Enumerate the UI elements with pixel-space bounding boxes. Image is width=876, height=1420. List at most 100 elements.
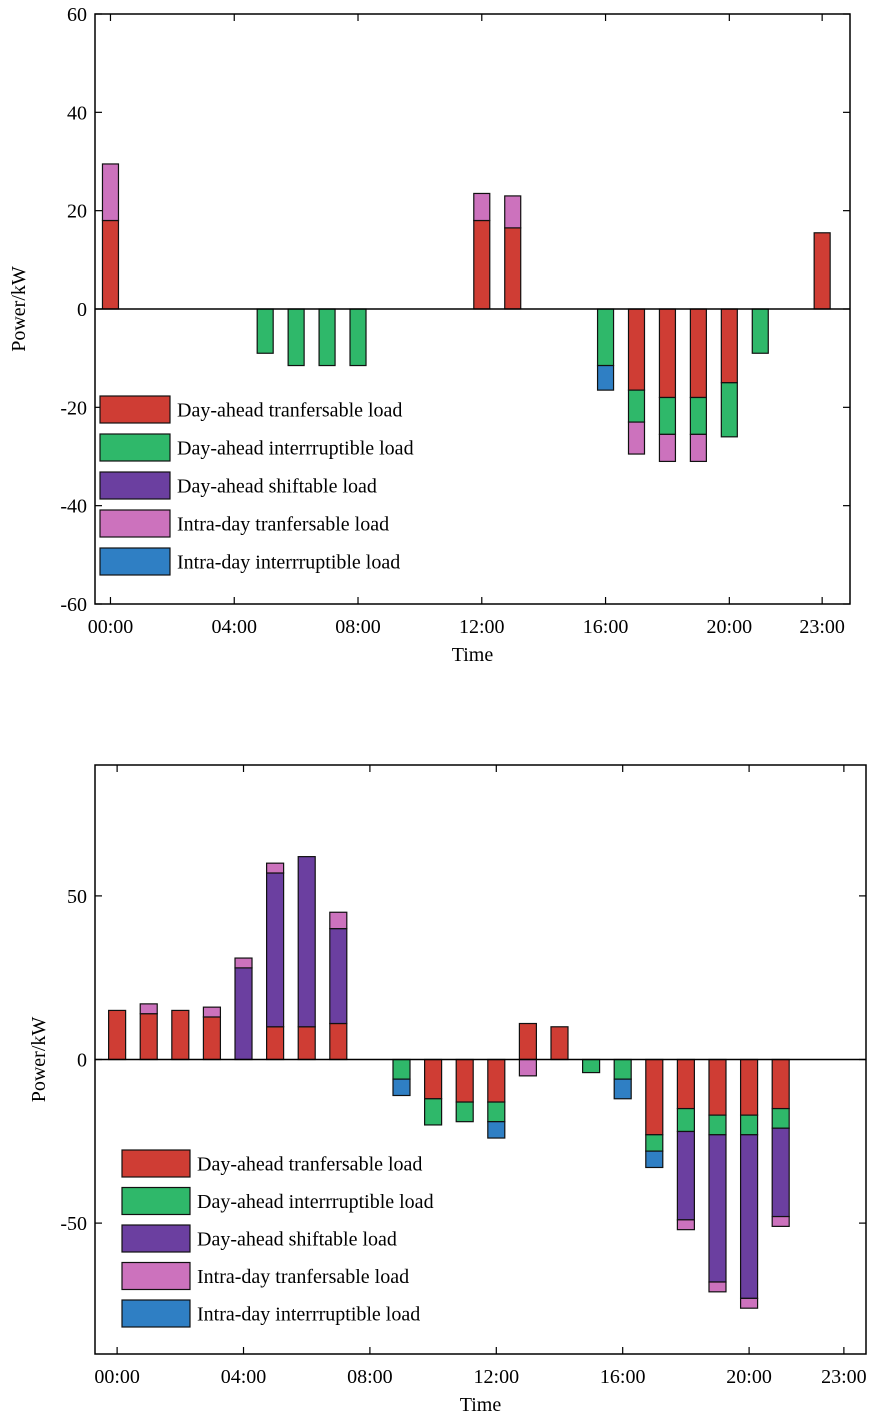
bar-day-ahead-interrruptible-load-21 (751, 308, 769, 354)
bar-intra-day-interrruptible-load-16 (596, 364, 615, 391)
x-tick-label: 08:00 (335, 616, 381, 638)
bar-day-ahead-tranfersable-load-5 (266, 1026, 285, 1061)
legend-label-day-ahead-shiftable-load: Day-ahead shiftable load (197, 1229, 397, 1251)
bar-day-ahead-tranfersable-load-20 (739, 1058, 759, 1116)
bar-day-ahead-tranfersable-load-1 (139, 1013, 158, 1061)
bar-day-ahead-interrruptible-load-18 (676, 1107, 695, 1133)
bar-day-ahead-interrruptible-load-18 (658, 396, 677, 435)
bar-day-ahead-interrruptible-load-6 (287, 308, 305, 367)
bar-day-ahead-tranfersable-load-19 (689, 308, 707, 399)
bar-day-ahead-interrruptible-load-9 (392, 1058, 411, 1080)
bar-day-ahead-tranfersable-load-12 (473, 219, 491, 310)
bar-day-ahead-tranfersable-load-23 (813, 232, 831, 310)
legend-swatch-day-ahead-shiftable-load (121, 1224, 191, 1253)
y-axis-label-bottom: Power/kW (28, 1017, 50, 1103)
y-tick-label: -60 (60, 594, 87, 616)
bar-day-ahead-tranfersable-load-7 (329, 1022, 348, 1061)
bar-day-ahead-interrruptible-load-19 (689, 396, 707, 435)
bar-day-ahead-tranfersable-load-18 (658, 308, 677, 399)
legend-label-intra-day-tranfersable-load: Intra-day tranfersable load (197, 1266, 409, 1288)
bar-day-ahead-tranfersable-load-14 (550, 1026, 569, 1061)
bar-day-ahead-tranfersable-load-2 (171, 1009, 190, 1061)
bar-day-ahead-interrruptible-load-16 (596, 308, 615, 367)
x-axis-label-bottom: Time (460, 1394, 502, 1416)
legend-swatch-day-ahead-interrruptible-load (121, 1186, 191, 1216)
bar-day-ahead-shiftable-load-7 (329, 928, 348, 1025)
bar-day-ahead-tranfersable-load-12 (487, 1058, 506, 1103)
bar-intra-day-tranfersable-load-13 (504, 195, 522, 229)
bar-intra-day-tranfersable-load-19 (708, 1281, 727, 1293)
x-axis-label-top: Time (452, 644, 494, 666)
legend-swatch-intra-day-interrruptible-load (121, 1299, 191, 1328)
bar-day-ahead-interrruptible-load-5 (256, 308, 274, 354)
y-tick-label: 0 (77, 1050, 87, 1072)
x-ticks-bottom: 00:00 04:00 08:00 12:00 16:00 20:00 23:00 (94, 765, 867, 1388)
bar-day-ahead-interrruptible-load-7 (318, 308, 336, 367)
bar-day-ahead-tranfersable-load-19 (708, 1058, 727, 1116)
legend-label-intra-day-interrruptible-load: Intra-day interrruptible load (177, 552, 400, 574)
bar-day-ahead-interrruptible-load-21 (771, 1107, 790, 1129)
bar-intra-day-tranfersable-load-19 (689, 433, 707, 463)
x-tick-label: 12:00 (459, 616, 505, 638)
y-tick-label: -50 (60, 1213, 87, 1235)
bar-day-ahead-tranfersable-load-21 (771, 1058, 790, 1110)
bar-day-ahead-interrruptible-load-15 (581, 1058, 601, 1074)
bar-day-ahead-tranfersable-load-13 (518, 1022, 537, 1061)
bar-intra-day-tranfersable-load-18 (658, 433, 677, 463)
bar-intra-day-tranfersable-load-17 (627, 421, 646, 455)
legend-label-intra-day-interrruptible-load: Intra-day interrruptible load (197, 1304, 420, 1326)
x-tick-label: 00:00 (94, 1366, 140, 1388)
bar-intra-day-tranfersable-load-1 (139, 1003, 158, 1015)
bar-intra-day-tranfersable-load-7 (329, 911, 348, 930)
bar-day-ahead-interrruptible-load-20 (739, 1114, 759, 1136)
x-tick-label: 00:00 (88, 616, 134, 638)
x-tick-label: 16:00 (583, 616, 629, 638)
bar-day-ahead-interrruptible-load-17 (645, 1134, 664, 1152)
x-tick-label: 23:00 (821, 1366, 867, 1388)
bar-day-ahead-tranfersable-load-17 (627, 308, 646, 391)
x-tick-label: 12:00 (474, 1366, 520, 1388)
bar-intra-day-tranfersable-load-18 (676, 1219, 695, 1231)
bar-day-ahead-interrruptible-load-11 (455, 1101, 474, 1123)
x-tick-label: 04:00 (221, 1366, 267, 1388)
bar-day-ahead-shiftable-load-18 (676, 1130, 695, 1221)
y-ticks-top: -60 -40 -20 0 20 40 60 (60, 4, 850, 616)
x-tick-label: 16:00 (600, 1366, 646, 1388)
bar-day-ahead-shiftable-load-19 (708, 1134, 727, 1283)
bar-intra-day-tranfersable-load-21 (771, 1215, 790, 1227)
bar-day-ahead-tranfersable-load-0 (108, 1009, 127, 1061)
bar-intra-day-tranfersable-load-13 (518, 1058, 537, 1077)
bar-intra-day-interrruptible-load-9 (392, 1078, 411, 1097)
bar-day-ahead-tranfersable-load-11 (455, 1058, 474, 1103)
bar-day-ahead-interrruptible-load-8 (349, 308, 367, 367)
bar-day-ahead-interrruptible-load-17 (627, 389, 646, 423)
bar-day-ahead-shiftable-load-4 (234, 967, 253, 1061)
bar-day-ahead-interrruptible-load-20 (720, 382, 738, 438)
x-tick-label: 23:00 (799, 616, 845, 638)
legend-bottom: Day-ahead tranfersable load Day-ahead int… (121, 1149, 434, 1328)
legend-swatch-day-ahead-shiftable-load (99, 471, 171, 500)
bar-day-ahead-tranfersable-load-17 (645, 1058, 664, 1136)
bar-day-ahead-tranfersable-load-18 (676, 1058, 695, 1110)
legend-swatch-intra-day-tranfersable-load (121, 1261, 191, 1291)
bar-day-ahead-shiftable-load-21 (771, 1127, 790, 1218)
chart-bottom: -50 0 50 00:00 04:00 08:00 12:00 16:00 20:00 23:… (28, 764, 867, 1416)
bar-day-ahead-tranfersable-load-10 (424, 1058, 443, 1100)
y-tick-label: 40 (67, 102, 87, 124)
legend-label-intra-day-tranfersable-load: Intra-day tranfersable load (177, 514, 389, 536)
bar-intra-day-interrruptible-load-17 (645, 1150, 664, 1169)
x-tick-label: 20:00 (707, 616, 753, 638)
bar-day-ahead-shiftable-load-6 (297, 856, 316, 1028)
bar-day-ahead-tranfersable-load-6 (297, 1026, 316, 1061)
x-ticks-top: 00:00 04:00 08:00 12:00 16:00 20:00 23:00 (88, 14, 845, 638)
y-tick-label: 60 (67, 4, 87, 26)
bar-day-ahead-tranfersable-load-3 (202, 1016, 222, 1061)
legend-swatch-intra-day-interrruptible-load (99, 547, 171, 576)
bar-intra-day-interrruptible-load-12 (487, 1121, 506, 1139)
y-ticks-bottom: -50 0 50 (60, 886, 866, 1235)
bar-intra-day-tranfersable-load-3 (202, 1006, 222, 1018)
bar-day-ahead-interrruptible-load-10 (424, 1098, 443, 1126)
bar-day-ahead-shiftable-load-20 (739, 1134, 759, 1299)
bars-top (101, 163, 831, 463)
